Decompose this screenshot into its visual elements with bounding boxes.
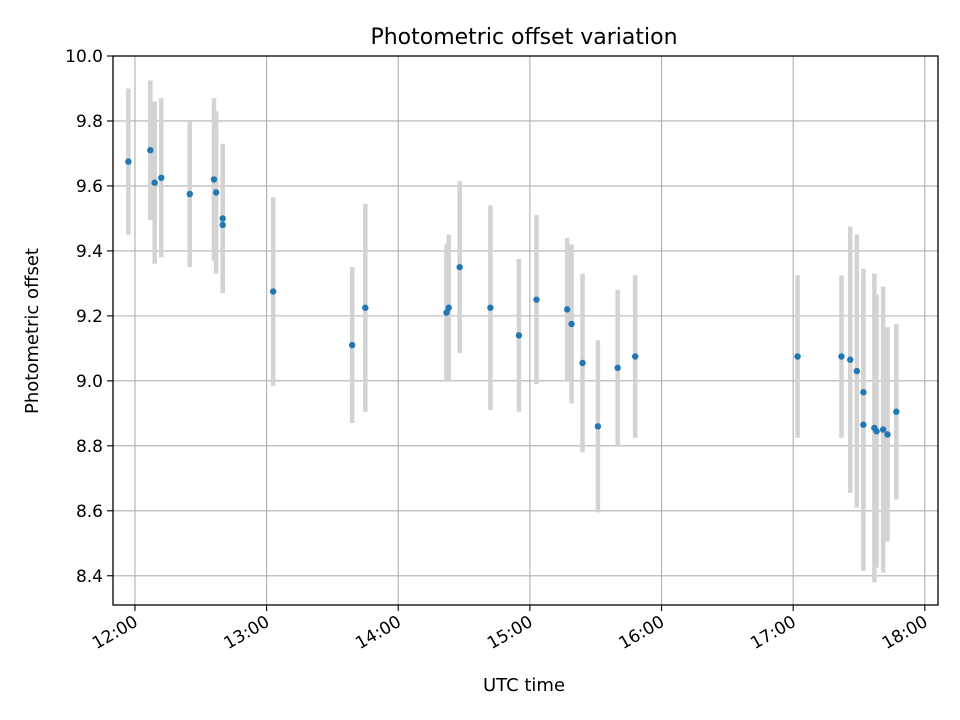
data-point — [847, 356, 854, 363]
data-point — [212, 189, 220, 196]
y-tick-label: 8.8 — [76, 437, 103, 457]
axis-ticks: 12:00 13:00 14:00 15:00 16:00 17:00 18:00 8.4 8.… — [65, 47, 931, 654]
data-point — [568, 320, 575, 328]
data-point — [269, 288, 277, 295]
y-tick-label: 9.0 — [76, 372, 103, 392]
grid-lines — [113, 55, 938, 605]
error-bars — [126, 80, 899, 583]
y-tick-label: 8.4 — [76, 567, 103, 587]
data-point — [443, 309, 450, 316]
data-point — [147, 147, 154, 154]
x-tick-label: 13:00 — [221, 612, 273, 654]
data-point — [456, 263, 463, 271]
data-point — [873, 428, 880, 435]
data-point — [879, 426, 887, 433]
x-tick-label: 14:00 — [352, 612, 404, 654]
data-point — [219, 215, 226, 222]
data-point — [210, 176, 218, 183]
data-markers — [125, 147, 900, 438]
y-tick-label: 9.8 — [76, 112, 103, 132]
data-point — [487, 304, 494, 311]
data-point — [860, 421, 867, 428]
y-tick-label: 8.6 — [76, 502, 103, 522]
plot-frame — [112, 55, 939, 606]
data-point — [614, 364, 621, 372]
chart-title: Photometric offset variation — [370, 25, 677, 50]
data-point — [594, 423, 602, 430]
data-point — [348, 341, 356, 349]
data-point — [515, 332, 523, 339]
data-point — [632, 353, 639, 360]
data-point — [794, 353, 801, 360]
data-point — [362, 304, 369, 311]
y-tick-label: 9.6 — [76, 177, 103, 197]
x-tick-label: 12:00 — [89, 612, 141, 654]
data-point — [579, 359, 586, 367]
data-point — [533, 296, 540, 303]
data-point — [186, 190, 193, 198]
x-tick-label: 15:00 — [484, 612, 536, 654]
data-point — [158, 174, 165, 182]
data-point — [893, 408, 900, 415]
data-point — [838, 353, 845, 360]
data-point — [860, 389, 867, 396]
data-point — [853, 367, 861, 375]
x-tick-label: 17:00 — [747, 612, 799, 654]
y-axis-label: Photometric offset — [22, 248, 43, 414]
x-tick-label: 16:00 — [616, 612, 668, 654]
data-point — [151, 179, 158, 186]
x-axis-label: UTC time — [483, 675, 565, 696]
x-tick-label: 18:00 — [879, 612, 931, 654]
data-point — [563, 306, 571, 313]
data-point — [125, 158, 132, 165]
data-point — [884, 431, 891, 438]
data-point — [445, 304, 452, 311]
data-point — [219, 221, 226, 229]
y-tick-label: 10.0 — [65, 47, 103, 67]
y-tick-label: 9.4 — [76, 242, 103, 262]
y-tick-label: 9.2 — [76, 307, 103, 327]
